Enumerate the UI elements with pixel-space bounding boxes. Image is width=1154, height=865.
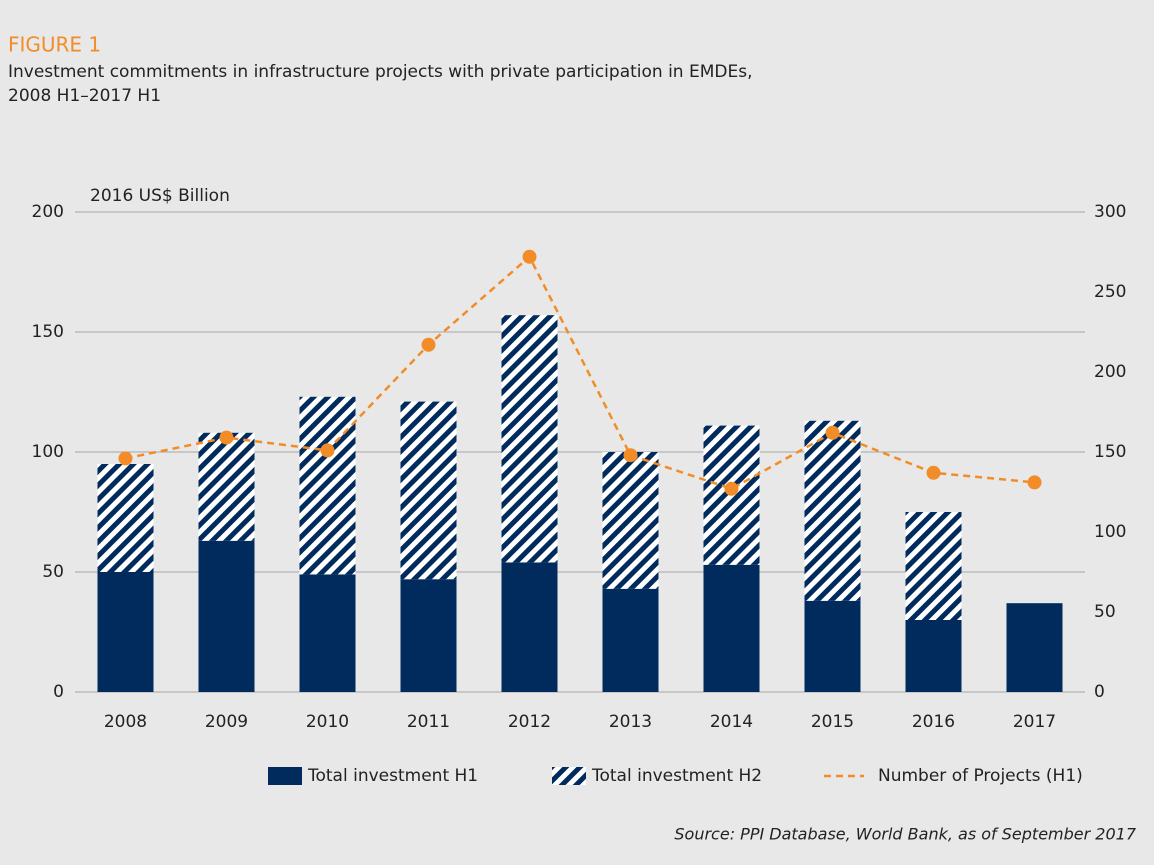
line [125,254,1035,491]
y-tick-label: 0 [53,682,64,702]
bar-segment [1006,603,1063,692]
y-tick-label: 150 [32,322,64,342]
y2-tick-label: 100 [1094,522,1126,542]
y2-tick-label: 50 [1094,602,1116,622]
point [522,249,537,264]
x-tick-label: 2011 [407,712,450,732]
x-tick-label: 2017 [1013,712,1056,732]
x-tick-label: 2012 [508,712,551,732]
x-tick-label: 2009 [205,712,248,732]
bar-segment [400,401,457,580]
y-tick-label: 50 [42,562,64,582]
bar-segment [198,432,255,541]
point [421,337,436,352]
y-tick-label: 100 [32,442,64,462]
x-tick-label: 2014 [710,712,753,732]
bar-segment [299,574,356,692]
bar-segment [97,464,154,572]
x-tick-label: 2015 [811,712,854,732]
chart-title: Investment commitments in infrastructure… [8,62,753,82]
bar-segment [905,620,962,692]
bar-segment [198,540,255,692]
bar-segment [602,452,659,589]
x-tick-label: 2016 [912,712,955,732]
point [724,481,739,496]
bar-segment [97,572,154,692]
y2-tick-label: 200 [1094,362,1126,382]
bar-segment [905,512,962,620]
point [219,430,234,445]
bar-segment [804,420,861,601]
bar-segment [602,588,659,692]
y-tick-label: 200 [32,202,64,222]
point [926,465,941,480]
bar-segment [501,315,558,563]
y-axis-label: 2016 US$ Billion [90,186,230,206]
y2-tick-label: 300 [1094,202,1126,222]
x-tick-label: 2010 [306,712,349,732]
y2-tick-label: 250 [1094,282,1126,302]
legend-label: Total investment H2 [591,766,762,786]
legend-label: Total investment H1 [307,766,478,786]
point [1027,475,1042,490]
bar-segment [501,562,558,692]
chart-title: 2008 H1–2017 H1 [8,86,161,106]
legend-swatch [552,767,586,785]
y2-tick-label: 150 [1094,442,1126,462]
bar-segment [804,600,861,692]
legend-label: Number of Projects (H1) [878,766,1083,786]
point [623,448,638,463]
point [320,443,335,458]
x-tick-label: 2013 [609,712,652,732]
y2-tick-label: 0 [1094,682,1105,702]
bar-segment [299,396,356,575]
source: Source: PPI Database, World Bank, as of … [674,825,1136,844]
figure-label: FIGURE 1 [8,33,101,57]
point [825,425,840,440]
bar-segment [703,564,760,692]
x-tick-label: 2008 [104,712,147,732]
bar-segment [400,579,457,692]
point [118,451,133,466]
legend-swatch [268,767,302,785]
